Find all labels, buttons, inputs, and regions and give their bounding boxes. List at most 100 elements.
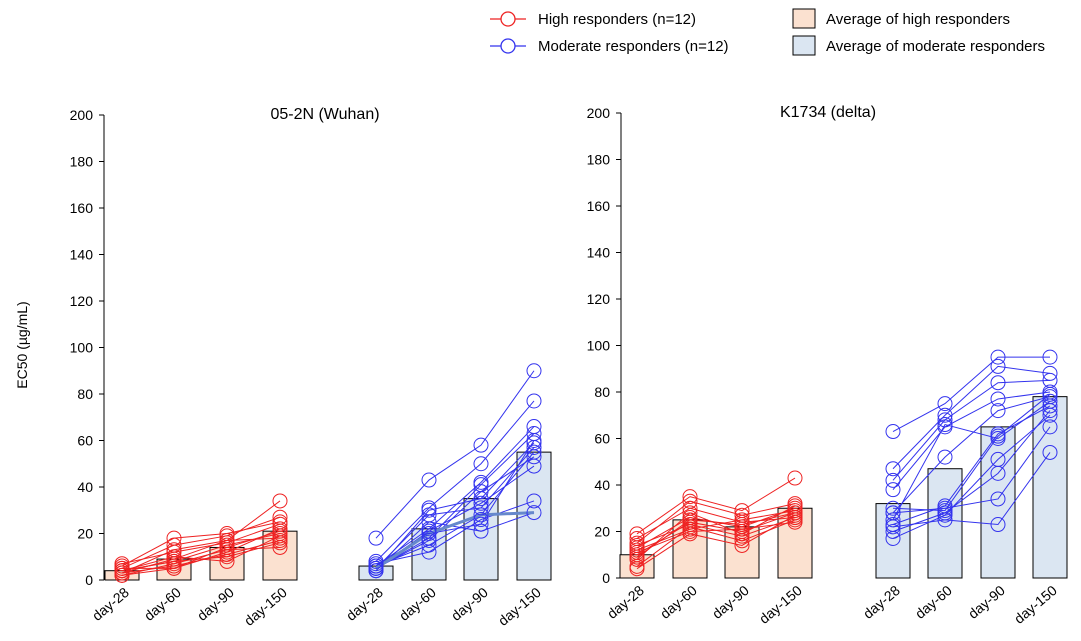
data-point-high — [787, 470, 803, 486]
data-point-moderate — [473, 437, 489, 453]
legend-high-line-label: High responders (n=12) — [538, 11, 696, 28]
data-point-moderate — [990, 349, 1006, 365]
y-tick-label: 20 — [594, 524, 610, 540]
x-tick-label: day-150 — [1011, 582, 1060, 627]
data-point-high — [272, 530, 288, 546]
data-point-moderate — [473, 456, 489, 472]
legend-item-high-bar: Average of high responders — [792, 8, 1010, 29]
bar-average-moderate — [463, 498, 499, 581]
subject-line-high — [636, 510, 796, 551]
legend-item-moderate-bar: Average of moderate responders — [792, 35, 1045, 56]
subject-line-moderate — [892, 365, 1051, 470]
data-point-high — [682, 524, 698, 539]
legend: High responders (n=12) Moderate responde… — [490, 8, 1045, 56]
data-point-high — [682, 517, 698, 533]
data-point-high — [166, 537, 182, 553]
x-tick-label: day-90 — [965, 582, 1008, 622]
x-tick-label: day-28 — [860, 582, 903, 622]
data-point-moderate — [1042, 386, 1058, 402]
x-tick-label: day-28 — [604, 582, 647, 622]
subject-line-moderate — [375, 456, 535, 569]
data-point-high — [682, 489, 698, 505]
data-point-moderate — [473, 495, 489, 511]
data-point-moderate — [885, 424, 901, 440]
y-tick-label: 100 — [70, 340, 94, 356]
data-point-high — [219, 539, 235, 555]
data-point-moderate — [526, 363, 542, 379]
data-point-moderate — [937, 505, 953, 521]
subject-line-moderate — [375, 433, 535, 569]
data-point-moderate — [526, 458, 542, 474]
panel-title: 05-2N (Wuhan) — [270, 106, 379, 123]
legend-high-bar-swatch — [792, 8, 816, 29]
data-point-moderate — [885, 482, 901, 498]
data-point-moderate — [1042, 393, 1058, 409]
data-point-high — [166, 553, 182, 569]
y-tick-label: 40 — [77, 479, 93, 495]
y-tick-label: 80 — [77, 386, 93, 402]
subject-line-moderate — [375, 400, 535, 562]
subject-line-moderate — [375, 426, 535, 567]
data-point-moderate — [990, 431, 1006, 446]
x-tick-label: day-150 — [495, 584, 544, 629]
data-point-high — [682, 493, 698, 509]
x-tick-label: day-90 — [194, 584, 237, 624]
data-point-moderate — [526, 449, 542, 465]
y-tick-label: 0 — [85, 572, 93, 588]
data-point-moderate — [421, 526, 437, 541]
data-point-moderate — [885, 530, 901, 546]
subject-line-moderate — [892, 393, 1051, 512]
data-point-high — [629, 537, 645, 553]
subject-line-high — [121, 523, 281, 565]
data-point-high — [114, 556, 130, 572]
subject-line-high — [636, 507, 796, 549]
y-tick-label: 20 — [77, 526, 93, 542]
data-point-moderate — [885, 512, 901, 528]
bar-average-moderate — [1032, 396, 1068, 579]
y-tick-label: 200 — [587, 105, 611, 121]
y-tick-label: 140 — [587, 245, 611, 261]
data-point-high — [166, 560, 182, 576]
x-tick-label: day-90 — [448, 584, 491, 624]
subject-line-high — [636, 500, 796, 544]
data-point-high — [682, 505, 698, 521]
legend-high-line-marker — [500, 11, 516, 27]
x-tick-label: day-28 — [89, 584, 132, 624]
x-tick-label: day-60 — [141, 584, 184, 624]
mean-line-moderate — [375, 511, 535, 570]
data-point-moderate — [526, 393, 542, 409]
subject-line-moderate — [375, 451, 535, 567]
data-point-moderate — [885, 500, 901, 516]
data-point-high — [629, 549, 645, 565]
data-point-high — [272, 539, 288, 555]
legend-moderate-line-label: Moderate responders (n=12) — [538, 38, 729, 55]
data-point-high — [734, 517, 750, 533]
panel-wuhan: 05-2N (Wuhan) 0 20 40 60 80 100 120 140 160 180 200… — [70, 106, 552, 629]
y-tick-label: 160 — [587, 198, 611, 214]
data-point-moderate — [990, 403, 1006, 419]
subject-line-high — [121, 546, 281, 576]
data-point-moderate — [885, 524, 901, 539]
x-tick-label: day-28 — [343, 584, 386, 624]
legend-item-moderate-line: Moderate responders (n=12) — [490, 38, 729, 55]
data-point-moderate — [421, 544, 437, 560]
subject-line-moderate — [892, 379, 1051, 481]
subject-line-moderate — [892, 391, 1051, 490]
data-point-high — [166, 549, 182, 565]
data-point-moderate — [937, 412, 953, 428]
data-point-moderate — [473, 516, 489, 532]
data-point-moderate — [526, 439, 542, 455]
data-point-moderate — [526, 493, 542, 509]
subject-line-high — [636, 477, 796, 535]
legend-high-bar-label: Average of high responders — [826, 11, 1010, 28]
data-point-high — [787, 514, 803, 530]
data-point-moderate — [990, 391, 1006, 407]
data-point-high — [629, 561, 645, 577]
subject-line-moderate — [892, 410, 1051, 532]
subject-line-high — [121, 537, 281, 574]
data-point-moderate — [990, 517, 1006, 533]
subject-line-moderate — [892, 400, 1051, 521]
data-point-high — [114, 563, 130, 579]
legend-moderate-bar-label: Average of moderate responders — [826, 38, 1045, 55]
